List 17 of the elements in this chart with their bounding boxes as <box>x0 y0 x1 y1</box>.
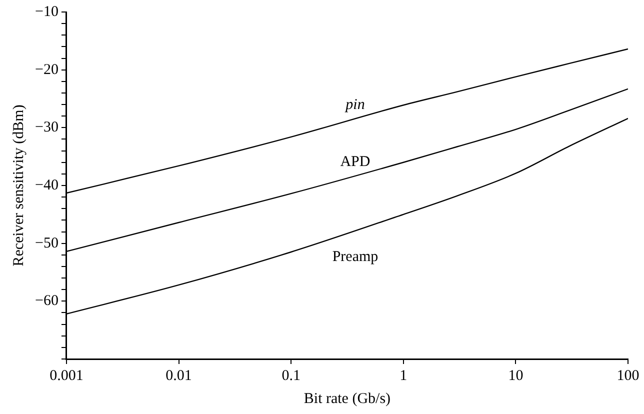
y-tick-label: −40 <box>34 177 58 194</box>
y-tick-label: −10 <box>34 4 58 20</box>
x-tick-label: 1 <box>400 368 408 384</box>
x-tick-label: 0.1 <box>282 368 300 384</box>
series-label: pin <box>344 96 365 113</box>
y-axis-title: Receiver sensitivity (dBm) <box>10 104 27 266</box>
y-tick-label: −60 <box>34 293 58 310</box>
series-label: Preamp <box>332 249 378 266</box>
y-tick-label: −20 <box>34 62 58 78</box>
x-axis-title: Bit rate (Gb/s) <box>304 390 391 407</box>
series-label: APD <box>340 154 370 170</box>
y-tick-label: −50 <box>34 235 58 252</box>
x-tick-label: 0.001 <box>50 368 84 384</box>
x-tick-label: 0.01 <box>166 368 192 384</box>
x-tick-label: 10 <box>508 368 524 384</box>
x-tick-label: 100 <box>616 368 640 384</box>
y-tick-label: −30 <box>34 120 58 136</box>
